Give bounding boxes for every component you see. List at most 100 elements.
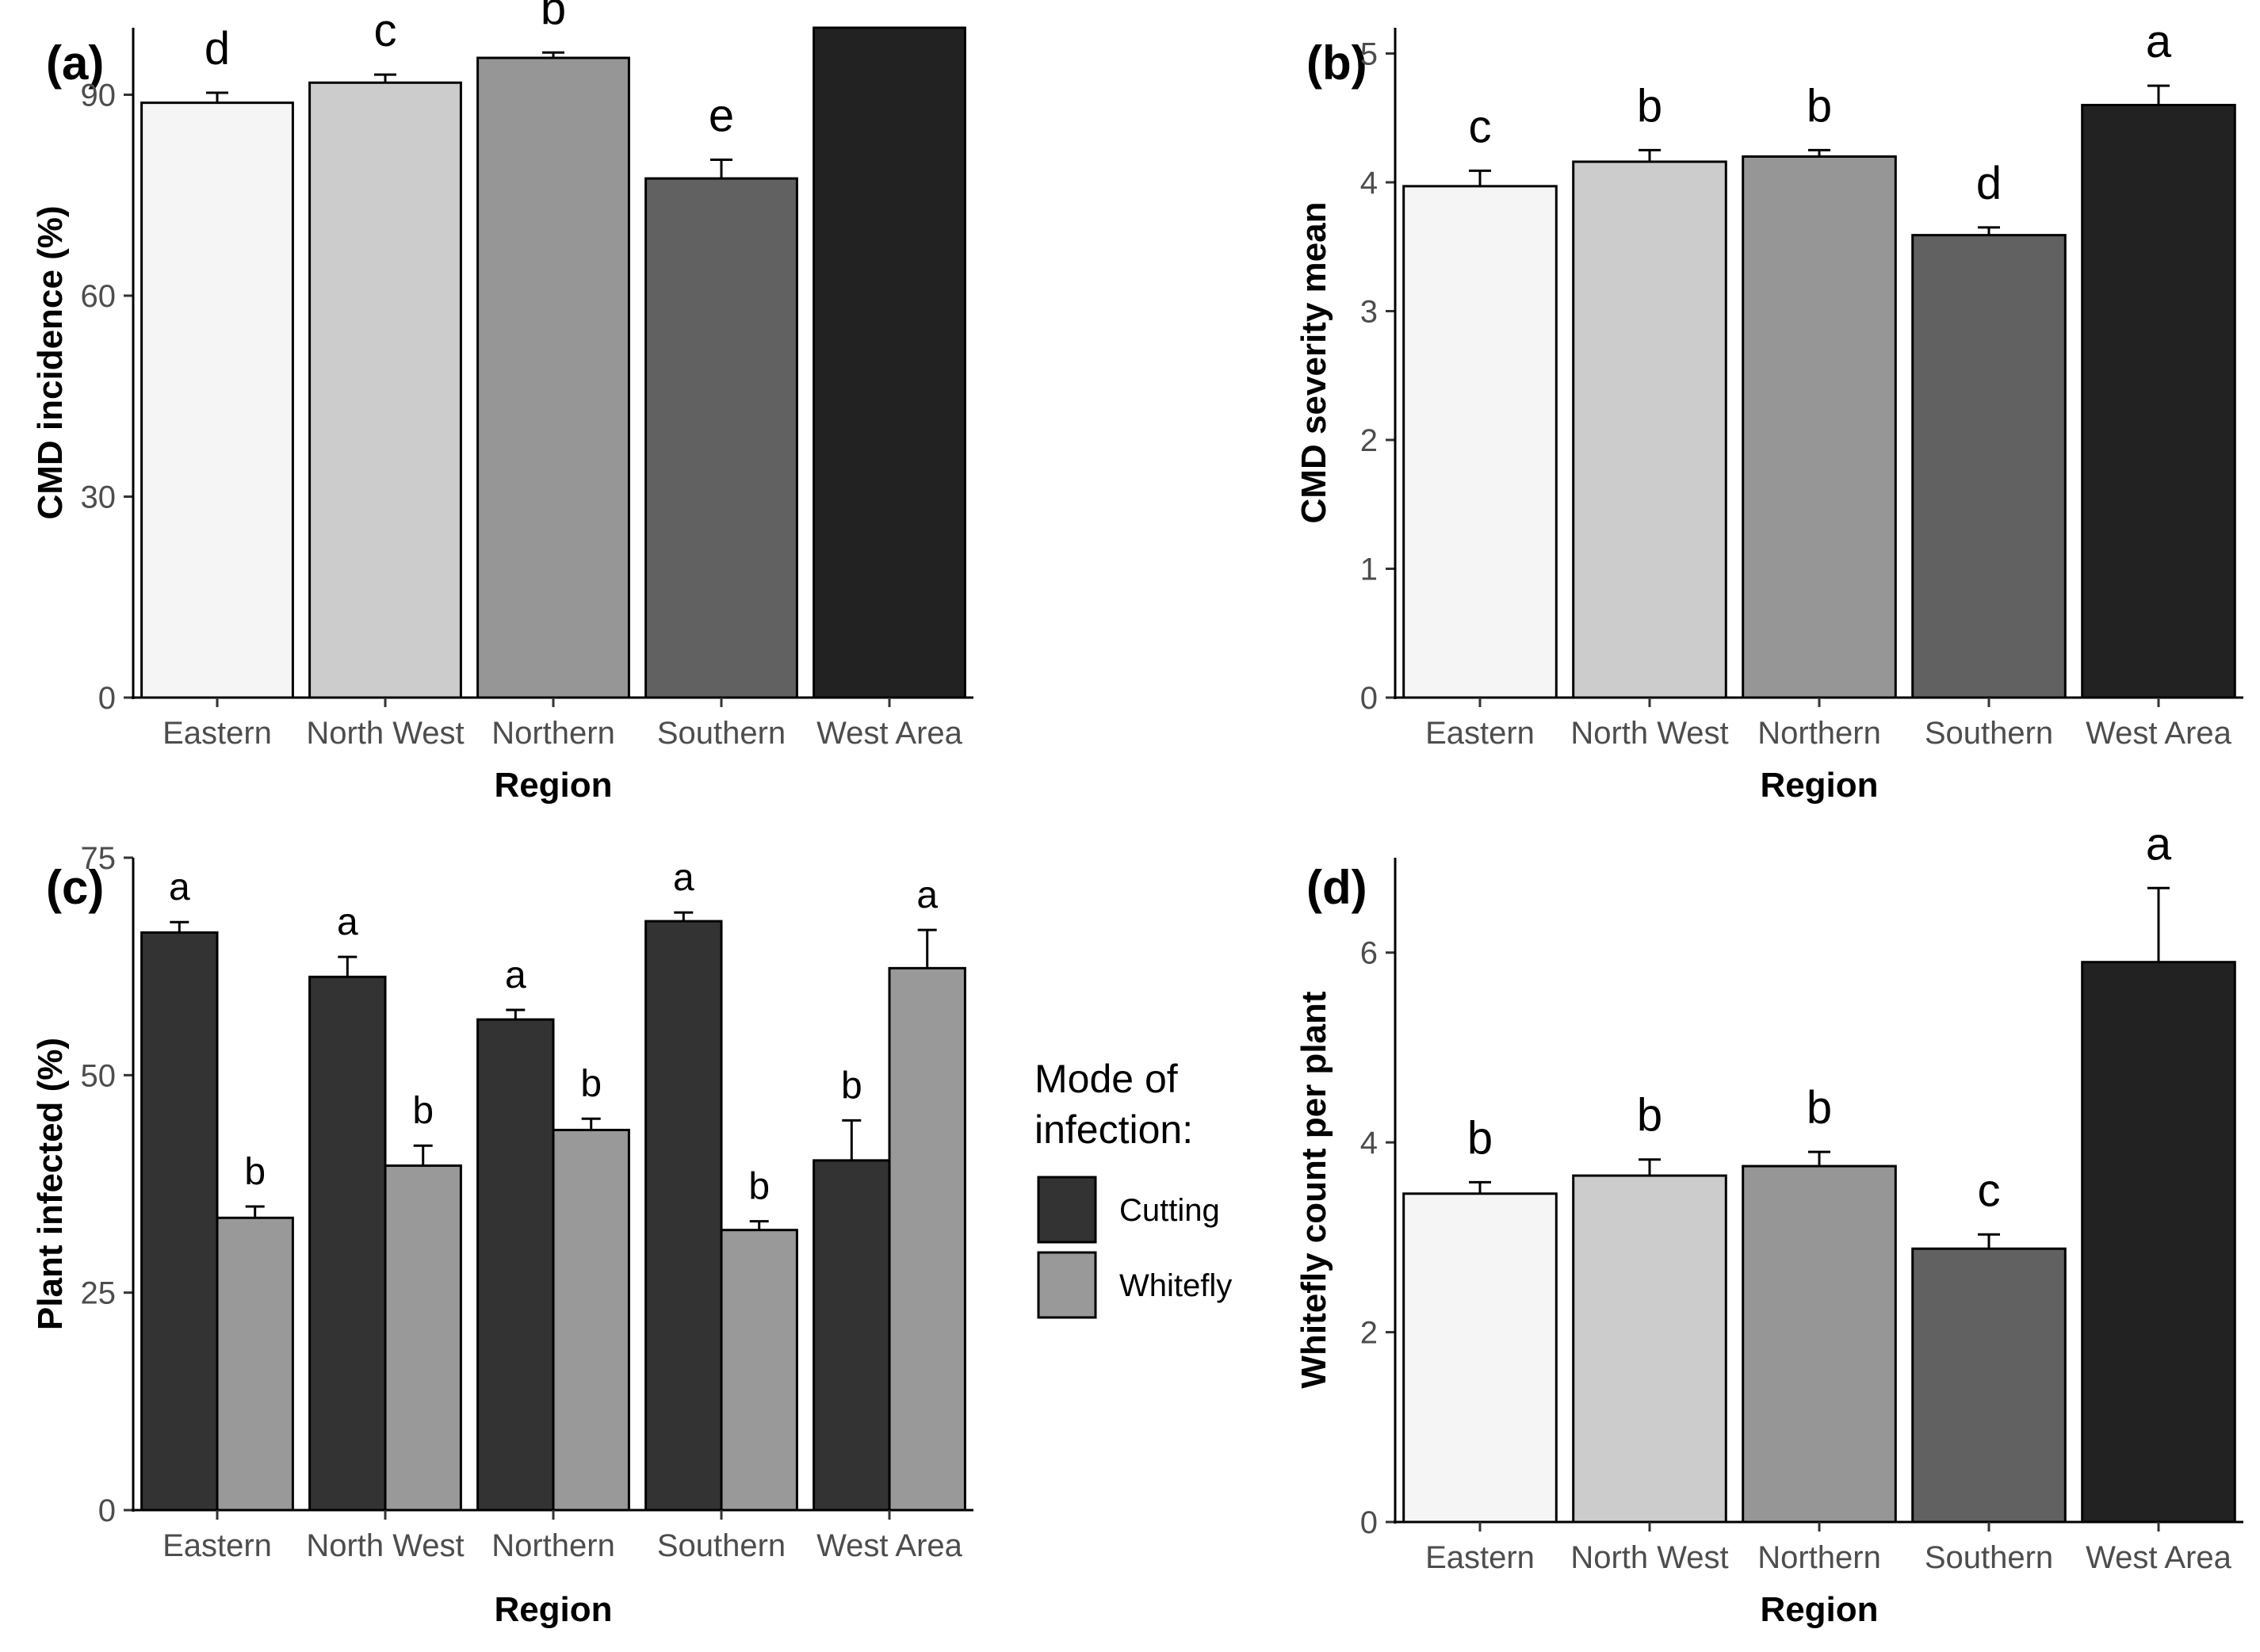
y-tick-label-d: 4 <box>1360 1126 1378 1161</box>
significance-letter-d: b <box>1637 1090 1662 1141</box>
significance-letter-c: b <box>244 1151 266 1193</box>
y-tick-label-a: 60 <box>81 279 117 314</box>
significance-letter-b: d <box>1976 158 2002 209</box>
significance-letter-b: a <box>2146 16 2172 67</box>
bar-b-4 <box>2081 104 2236 699</box>
significance-letter-d: b <box>1467 1112 1493 1164</box>
error-bar-d-0 <box>1469 1180 1491 1194</box>
significance-letter-c: a <box>916 874 938 916</box>
x-tick-label-c: North West <box>306 1528 464 1563</box>
significance-letter-a: a <box>877 0 903 10</box>
significance-letter-a: b <box>541 0 566 34</box>
bar-b-3 <box>1911 234 2067 699</box>
y-tick-label-b: 5 <box>1360 37 1378 72</box>
x-tick-label-b: Eastern <box>1425 716 1535 751</box>
error-bar-b-3 <box>1978 226 2000 235</box>
y-tick-label-b: 4 <box>1360 166 1378 201</box>
bar-b-2 <box>1742 155 1897 699</box>
bar-c-whitefly-3 <box>720 1229 798 1512</box>
y-tick-label-a: 90 <box>81 78 117 113</box>
bar-a-2 <box>476 56 630 699</box>
panel-c: (c) Plant infected (%) 0 25 50 75 a a a a b b b b b a Ea… <box>31 841 973 1629</box>
y-tick-label-d: 0 <box>1360 1505 1378 1540</box>
legend: Mode of infection: Cutting Whitefly <box>1034 1057 1232 1319</box>
x-tick-label-d: West Area <box>2086 1540 2232 1575</box>
bar-d-2 <box>1742 1164 1897 1524</box>
significance-letter-b: b <box>1637 80 1662 132</box>
y-axis-title-b: CMD severity mean <box>1294 202 1333 524</box>
y-axis-title-a: CMD incidence (%) <box>31 205 70 519</box>
significance-letter-c: b <box>748 1166 770 1208</box>
significance-letter-c: a <box>505 954 526 996</box>
x-axis-title-b: Region <box>1760 766 1878 805</box>
y-tick-label-c: 75 <box>81 841 117 876</box>
error-bar-b-1 <box>1639 148 1661 162</box>
bar-a-3 <box>644 177 798 699</box>
error-bar-b-2 <box>1808 148 1830 157</box>
significance-letter-d: c <box>1978 1164 2001 1216</box>
error-bar-c-whitefly-0 <box>245 1205 265 1218</box>
error-bar-d-3 <box>1978 1233 2000 1249</box>
bar-a-4 <box>813 26 966 699</box>
error-bar-a-1 <box>374 73 396 83</box>
bar-d-0 <box>1402 1192 1558 1524</box>
significance-letter-c: b <box>841 1065 862 1107</box>
bar-c-cutting-1 <box>308 975 387 1512</box>
x-tick-label-c: West Area <box>816 1528 963 1563</box>
y-tick-label-a: 0 <box>98 681 116 716</box>
significance-letter-c: b <box>580 1063 602 1105</box>
x-tick-label-d: Southern <box>1925 1540 2053 1575</box>
significance-letter-b: c <box>1469 101 1492 152</box>
error-bar-a-0 <box>206 91 228 103</box>
x-axis-title-a: Region <box>494 766 612 805</box>
legend-swatch-cutting <box>1037 1176 1097 1244</box>
significance-letter-c: a <box>169 866 190 908</box>
significance-letter-d: a <box>2146 818 2172 870</box>
error-bar-d-2 <box>1808 1150 1830 1167</box>
bar-c-whitefly-1 <box>384 1164 462 1512</box>
y-tick-label-b: 0 <box>1360 681 1378 716</box>
y-tick-label-b: 2 <box>1360 423 1378 458</box>
bar-c-whitefly-4 <box>888 966 966 1512</box>
x-tick-label-c: Southern <box>657 1528 786 1563</box>
x-tick-label-a: North West <box>306 716 464 751</box>
panel-label-c: (c) <box>46 861 104 914</box>
bar-a-0 <box>140 101 294 699</box>
x-axis-title-d: Region <box>1760 1590 1878 1629</box>
legend-swatch-whitefly <box>1037 1251 1097 1319</box>
error-bar-b-0 <box>1469 169 1491 186</box>
bar-a-1 <box>308 81 462 699</box>
significance-letter-c: b <box>412 1090 434 1132</box>
x-tick-label-b: West Area <box>2086 716 2232 751</box>
x-tick-label-b: Northern <box>1757 716 1881 751</box>
bar-c-whitefly-2 <box>552 1128 630 1512</box>
bar-c-cutting-3 <box>644 920 723 1512</box>
significance-letter-a: d <box>205 23 230 75</box>
error-bar-d-4 <box>2147 886 2170 962</box>
significance-letter-a: e <box>709 90 734 141</box>
error-bar-c-cutting-2 <box>506 1008 526 1020</box>
legend-label-whitefly: Whitefly <box>1119 1268 1232 1303</box>
error-bar-c-cutting-3 <box>674 911 694 922</box>
x-tick-label-a: West Area <box>816 716 963 751</box>
panel-label-d: (d) <box>1306 861 1367 914</box>
x-tick-label-a: Southern <box>657 716 786 751</box>
panel-b: (b) CMD severity mean 0 1 2 3 4 5 c b b d a Eastern No… <box>1294 16 2243 805</box>
panel-a: (a) CMD incidence (%) 0 30 60 90 d c b e a Eastern N… <box>31 0 973 805</box>
error-bar-c-whitefly-3 <box>749 1220 769 1230</box>
bar-b-0 <box>1402 185 1558 699</box>
significance-letter-c: a <box>673 857 694 899</box>
bar-c-cutting-4 <box>813 1159 891 1512</box>
x-tick-label-d: Northern <box>1757 1540 1881 1575</box>
legend-title: infection: <box>1034 1107 1193 1152</box>
y-tick-label-c: 50 <box>81 1058 117 1093</box>
error-bar-d-1 <box>1639 1158 1661 1176</box>
y-axis-title-d: Whitefly count per plant <box>1294 991 1333 1388</box>
error-bar-c-whitefly-2 <box>581 1117 601 1130</box>
error-bar-a-2 <box>542 51 564 59</box>
x-tick-label-c: Northern <box>491 1528 615 1563</box>
bar-d-4 <box>2081 961 2236 1524</box>
panel-label-a: (a) <box>46 36 104 90</box>
x-tick-label-d: Eastern <box>1425 1540 1535 1575</box>
